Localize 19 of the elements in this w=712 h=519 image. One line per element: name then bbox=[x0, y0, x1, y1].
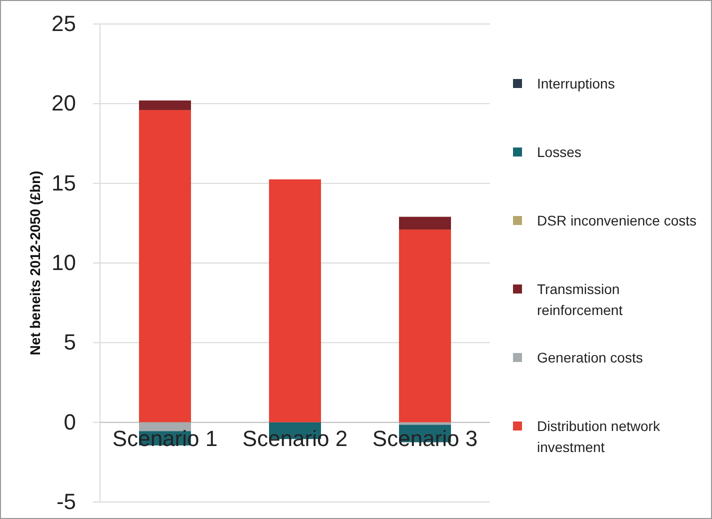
y-tick-label: 5 bbox=[64, 330, 76, 355]
legend-label: Interruptions bbox=[537, 76, 615, 92]
bar bbox=[139, 100, 191, 110]
y-tick-label: 10 bbox=[52, 250, 76, 276]
y-tick-label: 25 bbox=[52, 11, 76, 36]
bar bbox=[399, 230, 451, 422]
bar bbox=[399, 216, 451, 230]
bar bbox=[139, 110, 191, 422]
legend-label: Generation costs bbox=[537, 350, 643, 366]
y-tick-label: 15 bbox=[52, 170, 76, 196]
legend-label: Transmission reinforcement bbox=[537, 281, 623, 318]
legend-label: DSR inconvenience costs bbox=[537, 212, 697, 228]
bar bbox=[269, 179, 321, 422]
y-tick-label: -5 bbox=[56, 489, 76, 514]
y-tick-label: 20 bbox=[52, 90, 76, 116]
y-tick-label: 0 bbox=[64, 409, 76, 434]
legend-label: Distribution network investment bbox=[537, 418, 661, 455]
legend-label: Losses bbox=[537, 144, 582, 160]
y-axis-title: Net beneits 2012-2050 (£bn) bbox=[27, 170, 43, 356]
